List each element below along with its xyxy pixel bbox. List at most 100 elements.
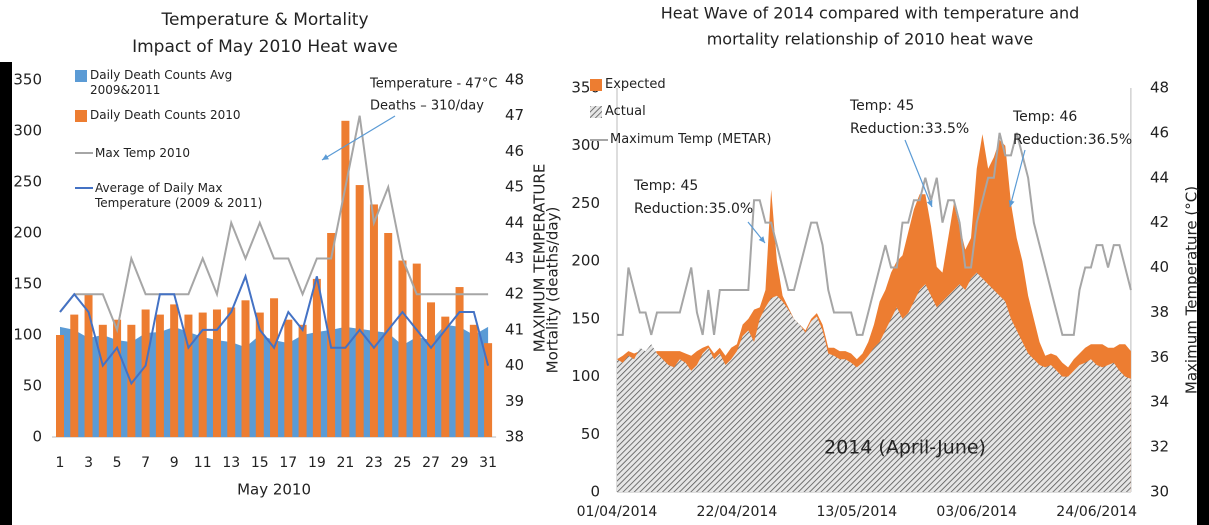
bar xyxy=(341,120,350,438)
annotation: Reduction:36.5% xyxy=(1013,132,1132,148)
y2-tick-label: 45 xyxy=(505,178,524,196)
x-tick-label: 03/06/2014 xyxy=(936,504,1017,520)
bar xyxy=(56,335,64,437)
y-tick-label: 0 xyxy=(590,483,600,501)
y2-tick-label: 47 xyxy=(505,106,524,124)
y2-tick-label: 32 xyxy=(1150,438,1169,456)
y2-tick-label: 42 xyxy=(505,285,524,303)
x-tick-label: 7 xyxy=(141,455,150,471)
legend-swatch xyxy=(75,70,87,82)
y-tick-label: 300 xyxy=(571,136,600,154)
bar xyxy=(270,298,279,437)
annotation: 2014 (April-June) xyxy=(824,437,986,459)
x-tick-label: 31 xyxy=(479,455,497,471)
edge xyxy=(0,62,12,525)
x-tick-label: 11 xyxy=(194,455,212,471)
legend-label: Maximum Temp (METAR) xyxy=(610,132,772,147)
bar xyxy=(227,307,236,437)
y-tick-label: 150 xyxy=(13,275,42,293)
y2-tick-label: 41 xyxy=(505,320,524,338)
x-tick-label: 24/06/2014 xyxy=(1056,504,1137,520)
annotation: Temp: 46 xyxy=(1012,109,1077,125)
legend-swatch xyxy=(75,110,87,122)
annotation: Reduction:33.5% xyxy=(850,121,969,137)
x-tick-label: 5 xyxy=(113,455,122,471)
y2-axis-title: Maximum Temperature (°C) xyxy=(1183,186,1201,394)
arrow-head xyxy=(758,236,765,243)
x-tick-label: 21 xyxy=(336,455,354,471)
chart-title: mortality relationship of 2010 heat wave xyxy=(707,30,1034,49)
x-tick-label: 13/05/2014 xyxy=(816,504,897,520)
y2-tick-label: 40 xyxy=(1150,258,1169,276)
x-tick-label: 23 xyxy=(365,455,383,471)
bar xyxy=(412,263,421,437)
annotation: Reduction:35.0% xyxy=(634,201,753,217)
line xyxy=(59,115,489,334)
bar xyxy=(98,324,107,437)
x-tick-label: 25 xyxy=(394,455,412,471)
bar xyxy=(355,185,364,437)
y2-tick-label: 40 xyxy=(505,356,524,374)
x-tick-label: 29 xyxy=(451,455,469,471)
bar xyxy=(70,314,79,437)
annotation: Temperature - 47°C xyxy=(369,77,497,92)
bar xyxy=(441,316,450,437)
legend-label: Average of Daily Max Temperature (2009 &… xyxy=(95,181,263,210)
legend-swatch xyxy=(590,79,602,91)
legend-label: Expected xyxy=(605,77,666,92)
y-axis-title: Mortality (deaths/day) xyxy=(544,207,562,374)
y2-tick-label: 34 xyxy=(1150,393,1169,411)
x-tick-label: 22/04/2014 xyxy=(697,504,778,520)
arrow-head xyxy=(926,200,933,207)
bar xyxy=(84,294,93,437)
y2-tick-label: 48 xyxy=(505,71,524,89)
edge xyxy=(1197,0,1209,525)
annotation-arrow xyxy=(321,115,396,161)
bar xyxy=(212,309,221,437)
x-tick-label: 1 xyxy=(56,455,65,471)
y-tick-label: 50 xyxy=(581,425,600,443)
y2-tick-label: 46 xyxy=(1150,123,1169,141)
bar xyxy=(298,324,307,437)
arrow-head xyxy=(1008,200,1015,207)
y2-tick-label: 42 xyxy=(1150,213,1169,231)
y2-tick-label: 36 xyxy=(1150,348,1169,366)
bar xyxy=(141,309,150,437)
bar xyxy=(327,233,336,437)
bar xyxy=(427,302,436,437)
x-tick-label: 15 xyxy=(251,455,269,471)
line xyxy=(617,132,1132,336)
y2-tick-label: 43 xyxy=(505,249,524,267)
x-tick-label: 13 xyxy=(222,455,240,471)
y2-tick-label: 44 xyxy=(1150,168,1169,186)
arrow-head xyxy=(322,154,329,160)
y2-tick-label: 30 xyxy=(1150,483,1169,501)
bar xyxy=(284,319,293,437)
y-tick-label: 250 xyxy=(571,194,600,212)
bar xyxy=(469,324,478,437)
x-tick-label: 3 xyxy=(84,455,93,471)
y-tick-label: 100 xyxy=(13,326,42,344)
y2-tick-label: 38 xyxy=(505,428,524,446)
legend-label: Actual xyxy=(605,104,646,119)
y2-tick-label: 38 xyxy=(1150,303,1169,321)
bar xyxy=(170,304,179,437)
bar xyxy=(241,300,250,437)
y-tick-label: 0 xyxy=(32,428,42,446)
chart-title: Heat Wave of 2014 compared with temperat… xyxy=(661,4,1080,23)
x-tick-label: 9 xyxy=(170,455,179,471)
y-tick-label: 200 xyxy=(13,224,42,242)
bar xyxy=(455,287,464,437)
chart-title: Impact of May 2010 Heat wave xyxy=(132,37,398,57)
bar xyxy=(255,312,264,437)
y2-axis-title: MAXIMUM TEMPERATURE xyxy=(531,164,549,353)
annotation-arrow xyxy=(904,139,933,208)
legend-label: Daily Death Counts Avg 2009&2011 xyxy=(90,68,233,97)
bar xyxy=(484,343,493,437)
bar xyxy=(184,314,193,437)
bar xyxy=(369,204,378,437)
annotation: Temp: 45 xyxy=(849,98,914,114)
y-tick-label: 200 xyxy=(571,252,600,270)
bar xyxy=(113,319,122,437)
